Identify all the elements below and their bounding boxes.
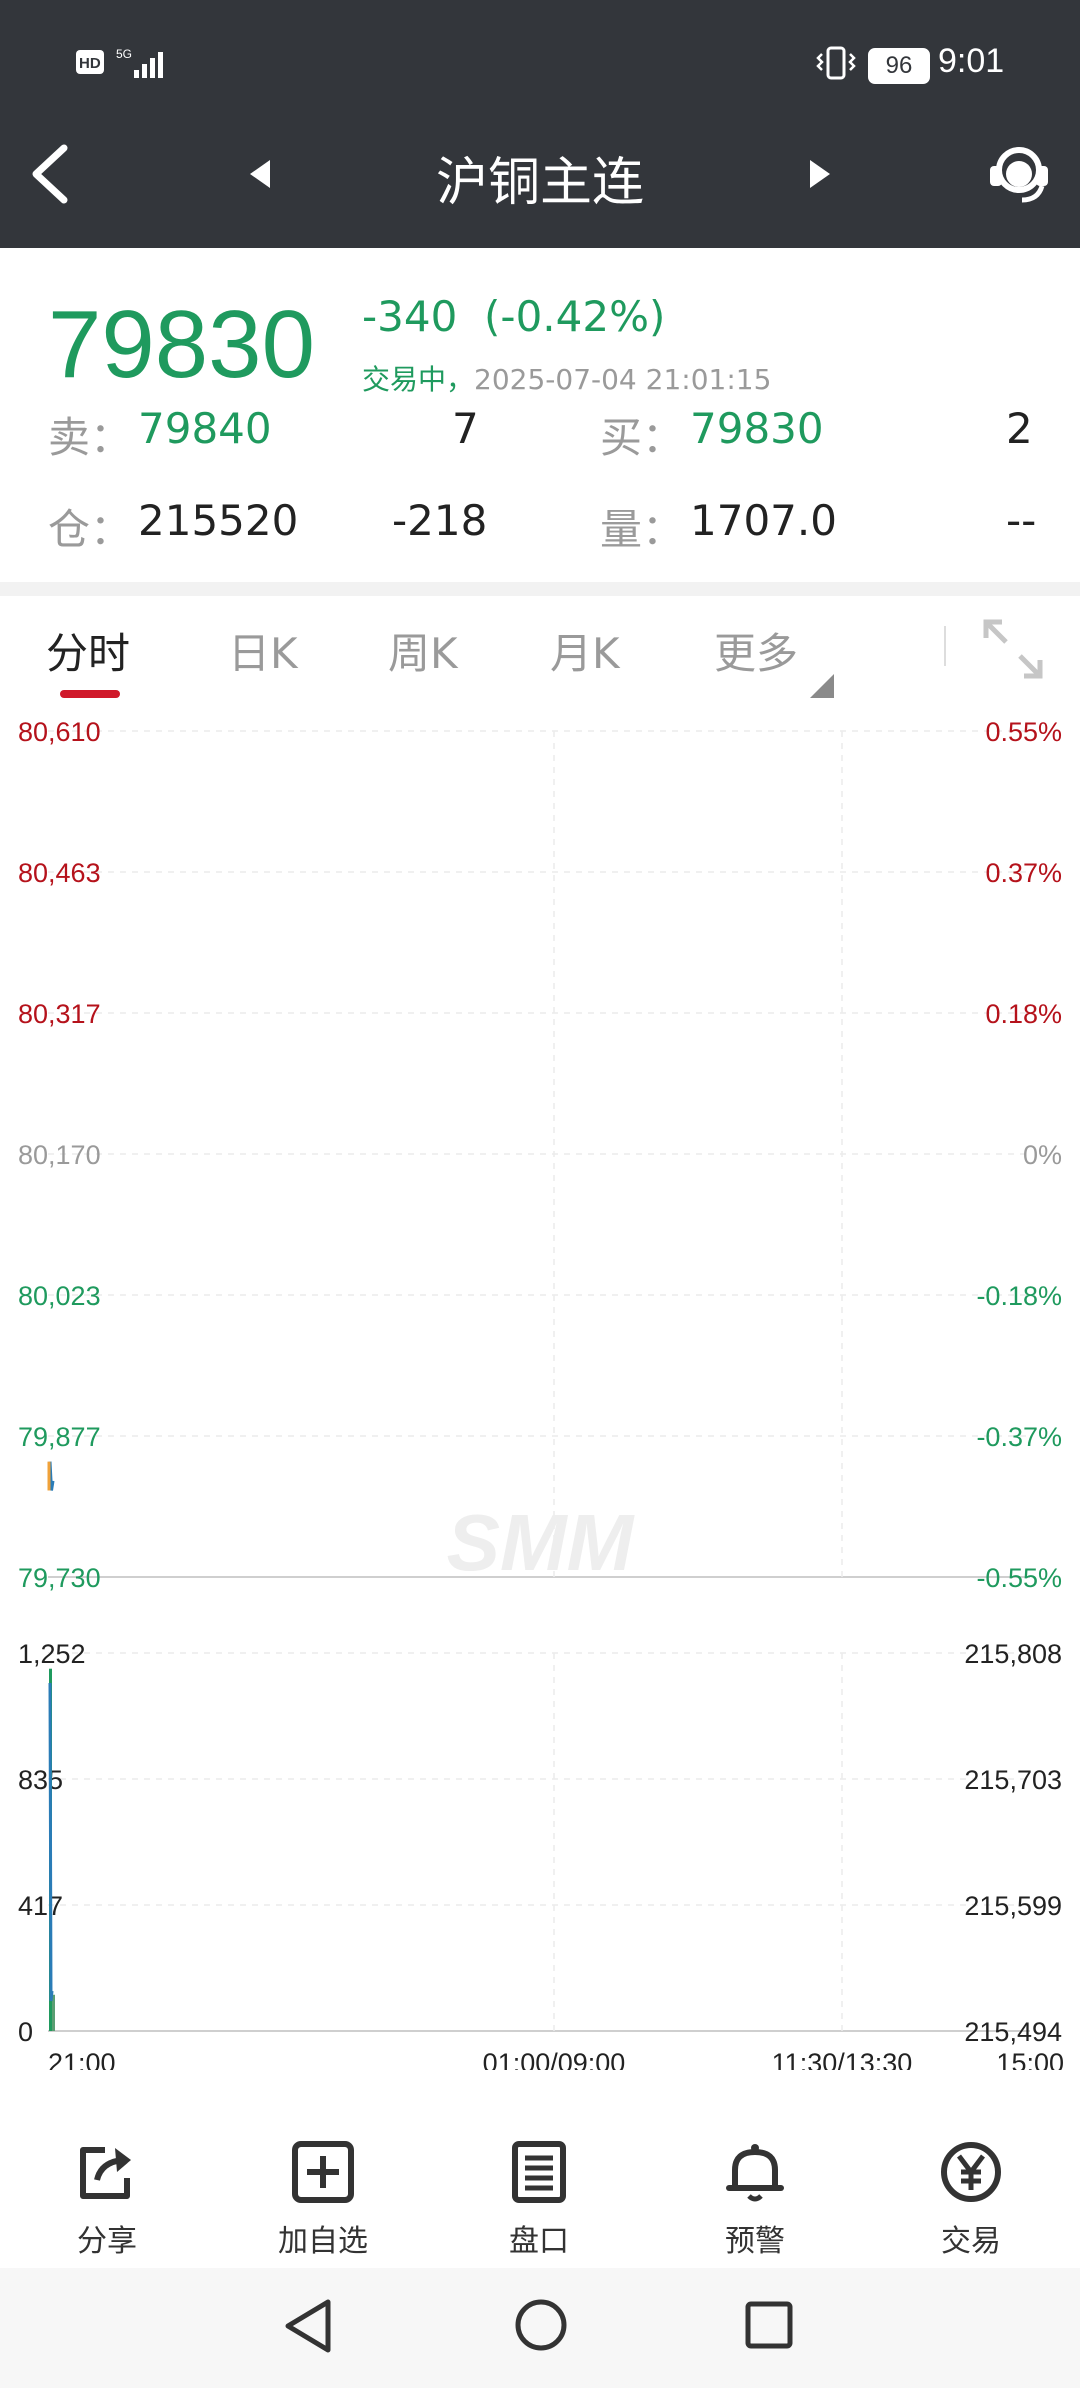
- alert-button[interactable]: 预警: [680, 2140, 830, 2260]
- tab-more[interactable]: 更多: [714, 629, 799, 678]
- oi-axis-label: 215,494: [964, 2017, 1062, 2047]
- volume-label: 量：: [600, 505, 685, 554]
- price-change: -340 (-0.42%): [362, 292, 665, 341]
- trade-button[interactable]: 交易: [896, 2140, 1046, 2260]
- volume-value: 1707.0: [690, 496, 837, 545]
- nav-home-icon[interactable]: [514, 2298, 568, 2356]
- share-button[interactable]: 分享: [32, 2140, 182, 2260]
- volume-extra: --: [1006, 496, 1037, 545]
- page-title: 沪铜主连: [435, 153, 644, 213]
- price-axis-label: 80,317: [18, 999, 101, 1029]
- sell-price: 79840: [138, 404, 272, 453]
- time-axis-label: 15:00: [996, 2048, 1064, 2070]
- sell-label: 卖：: [48, 413, 133, 462]
- price-axis-label: 80,610: [18, 717, 101, 747]
- watermark: SMM: [447, 1498, 636, 1587]
- battery-icon: 96: [868, 48, 930, 84]
- open-interest-line: [48, 1682, 54, 2002]
- tab-intraday[interactable]: 分时: [46, 629, 131, 678]
- volume-bar: [52, 1994, 55, 2031]
- open-interest-change: -218: [392, 496, 488, 545]
- system-nav-bar: [0, 2268, 1080, 2388]
- back-icon[interactable]: [28, 142, 72, 210]
- buy-label: 买：: [600, 413, 685, 462]
- top-bar: HD 5G 96 9:01 沪铜主连: [0, 0, 1080, 248]
- price-axis-label: 80,170: [18, 1140, 101, 1170]
- percent-axis-label: 0.55%: [985, 717, 1062, 747]
- time-axis-label: 01:00/09:00: [483, 2048, 626, 2070]
- oi-axis-label: 215,808: [964, 1639, 1062, 1669]
- battery-level: 96: [885, 52, 913, 79]
- nav-recents-icon[interactable]: [744, 2300, 794, 2354]
- svg-text:5G: 5G: [116, 47, 132, 61]
- volume-axis-label: 1,252: [18, 1639, 86, 1669]
- intraday-chart[interactable]: 80,610 0.55% 80,463 0.37% 80,317 0.18% 80,170 0…: [0, 700, 1080, 2070]
- fullscreen-icon[interactable]: [980, 616, 1046, 686]
- price-axis-label: 80,463: [18, 858, 101, 888]
- price-axis-label: 79,877: [18, 1422, 101, 1452]
- tab-weekly-k[interactable]: 周K: [388, 629, 458, 678]
- section-divider: [0, 582, 1080, 596]
- active-tab-indicator: [60, 690, 120, 698]
- order-book-icon: [512, 2141, 566, 2203]
- add-watchlist-label: 加自选: [278, 2224, 368, 2259]
- yen-icon: [941, 2142, 1001, 2202]
- svg-text:HD: HD: [79, 55, 101, 72]
- vibrate-icon: [816, 46, 856, 86]
- order-book-button[interactable]: 盘口: [464, 2140, 614, 2260]
- next-contract-icon[interactable]: [806, 158, 834, 194]
- nav-back-icon[interactable]: [282, 2298, 334, 2358]
- buy-volume: 2: [1006, 404, 1033, 453]
- trade-label: 交易: [941, 2224, 1001, 2259]
- tab-separator: [944, 626, 946, 666]
- share-label: 分享: [77, 2224, 137, 2259]
- trading-status: 交易中，2025-07-04 21:01:15: [362, 358, 771, 398]
- tab-monthly-k[interactable]: 月K: [550, 629, 620, 678]
- more-dropdown-icon: [810, 674, 834, 702]
- bell-icon: [726, 2144, 784, 2202]
- customer-service-icon[interactable]: [986, 140, 1052, 210]
- buy-price: 79830: [690, 404, 824, 453]
- price-axis-label: 80,023: [18, 1281, 101, 1311]
- clock: 9:01: [938, 42, 1005, 80]
- change-value: -340: [362, 292, 458, 341]
- quote-datetime: 2025-07-04 21:01:15: [474, 363, 772, 396]
- sell-volume: 7: [452, 404, 479, 453]
- volume-axis-label: 835: [18, 1765, 63, 1795]
- add-icon: [292, 2141, 354, 2203]
- change-percent: (-0.42%): [484, 292, 666, 341]
- open-interest-label: 仓：: [48, 505, 133, 554]
- signal-icon: HD 5G: [76, 44, 176, 93]
- price-axis-label: 79,730: [18, 1563, 101, 1593]
- volume-axis-label: 0: [18, 2017, 33, 2047]
- time-axis-label: 11:30/13:30: [772, 2048, 913, 2070]
- percent-axis-label: 0.37%: [985, 858, 1062, 888]
- percent-axis-label: 0%: [1023, 1140, 1062, 1170]
- alert-label: 预警: [725, 2224, 785, 2259]
- oi-axis-label: 215,703: [964, 1765, 1062, 1795]
- prev-contract-icon[interactable]: [246, 158, 274, 194]
- status-text: 交易中，: [362, 363, 475, 396]
- time-axis-label: 21:00: [48, 2048, 116, 2070]
- add-watchlist-button[interactable]: 加自选: [248, 2140, 398, 2260]
- volume-axis-label: 417: [18, 1891, 63, 1921]
- percent-axis-label: -0.55%: [976, 1563, 1062, 1593]
- percent-axis-label: 0.18%: [985, 999, 1062, 1029]
- percent-axis-label: -0.37%: [976, 1422, 1062, 1452]
- oi-axis-label: 215,599: [964, 1891, 1062, 1921]
- tab-daily-k[interactable]: 日K: [228, 629, 298, 678]
- open-interest-value: 215520: [138, 496, 299, 545]
- percent-axis-label: -0.18%: [976, 1281, 1062, 1311]
- order-book-label: 盘口: [509, 2224, 569, 2259]
- share-icon: [80, 2147, 131, 2199]
- last-price: 79830: [48, 291, 315, 398]
